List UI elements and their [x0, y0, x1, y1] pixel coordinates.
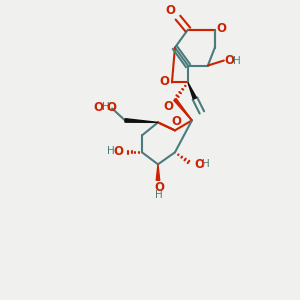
Text: H: H: [233, 56, 241, 65]
Text: O: O: [163, 100, 173, 113]
Polygon shape: [188, 82, 197, 99]
Text: H: H: [102, 102, 110, 112]
Text: O: O: [225, 54, 235, 67]
Text: H: H: [155, 190, 163, 200]
Text: O: O: [159, 75, 169, 88]
Text: H: H: [107, 146, 115, 156]
Text: O: O: [113, 145, 123, 158]
Text: O: O: [165, 4, 175, 16]
Polygon shape: [156, 164, 160, 180]
Text: O: O: [217, 22, 227, 35]
Text: O: O: [194, 158, 204, 171]
Text: H: H: [202, 159, 210, 169]
Text: O: O: [106, 101, 116, 114]
Text: O: O: [93, 101, 103, 114]
Text: O: O: [171, 116, 181, 128]
Text: O: O: [154, 181, 164, 194]
Polygon shape: [125, 119, 158, 122]
Polygon shape: [174, 98, 192, 120]
